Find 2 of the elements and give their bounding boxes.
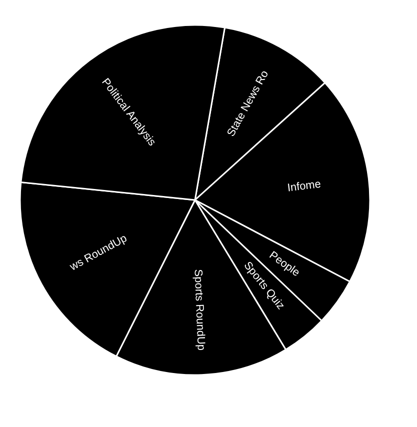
- slice-label: Infome: [286, 178, 322, 194]
- slice-label: Sports RoundUp: [192, 269, 207, 351]
